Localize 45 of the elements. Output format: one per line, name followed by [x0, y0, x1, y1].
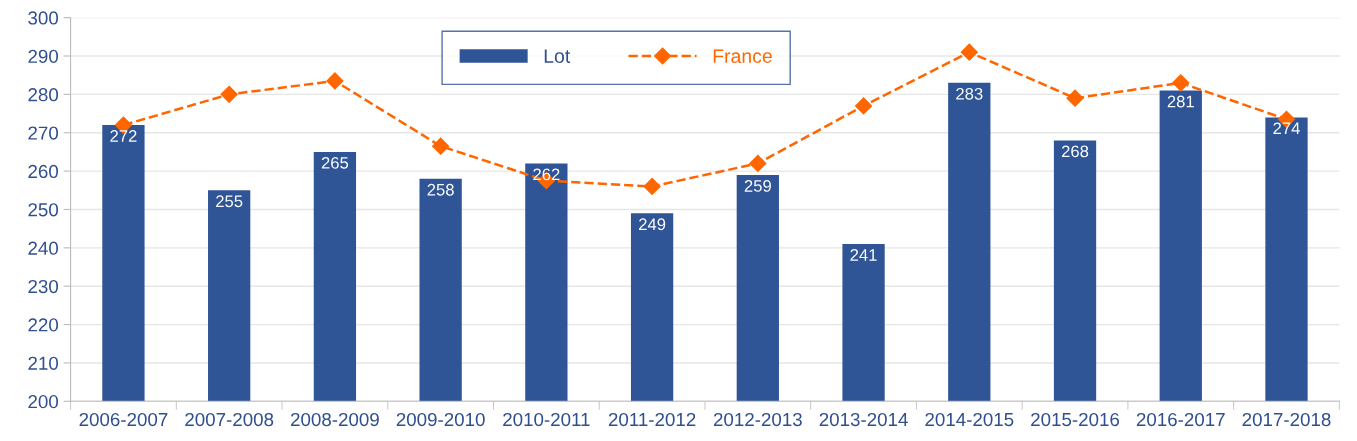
point	[855, 97, 873, 115]
data-label: 249	[639, 218, 666, 231]
x-tick-label: 2012-2013	[713, 412, 802, 427]
y-tick-label: 280	[28, 88, 59, 102]
y-tick-label: 240	[28, 241, 59, 255]
legend-label: Lot	[544, 49, 571, 63]
point	[1066, 89, 1084, 107]
y-tick-label: 290	[28, 49, 59, 63]
y-tick-label: 300	[28, 11, 59, 25]
data-label: 283	[956, 87, 983, 100]
data-label: 268	[1061, 145, 1089, 158]
y-tick-label: 250	[28, 203, 59, 217]
y-tick-label: 260	[28, 164, 59, 179]
x-tick-label: 2013-2014	[819, 412, 908, 427]
point	[220, 85, 238, 103]
data-label: 274	[1273, 122, 1300, 135]
x-tick-label: 2009-2010	[396, 412, 485, 427]
point	[432, 137, 450, 155]
x-tick-label: 2007-2008	[185, 412, 274, 427]
x-tick-label: 2008-2009	[291, 412, 379, 427]
point	[326, 72, 344, 90]
y-tick-label: 270	[28, 126, 59, 140]
legend-label: France	[713, 49, 772, 63]
point	[1172, 74, 1190, 92]
point	[643, 177, 661, 196]
y-tick-label: 220	[28, 318, 59, 332]
x-tick-label: 2016-2017	[1136, 412, 1225, 427]
data-label: 272	[110, 130, 137, 142]
data-label: 265	[321, 156, 349, 169]
data-label: 259	[744, 179, 771, 192]
data-label: 281	[1167, 95, 1194, 108]
data-label: 255	[216, 195, 243, 208]
y-tick-label: 230	[28, 279, 59, 294]
x-tick-label: 2017-2018	[1242, 412, 1331, 427]
x-tick-label: 2010-2011	[503, 412, 590, 427]
x-tick-label: 2014-2015	[925, 412, 1014, 427]
y-tick-label: 210	[28, 356, 59, 370]
point	[749, 154, 767, 172]
point	[960, 43, 978, 61]
y-tick-label: 200	[28, 395, 59, 409]
x-tick-label: 2011-2012	[608, 412, 696, 427]
data-label: 241	[850, 249, 877, 261]
data-label: 258	[427, 183, 454, 196]
x-tick-label: 2006-2007	[79, 412, 168, 427]
x-tick-label: 2015-2016	[1031, 412, 1120, 427]
